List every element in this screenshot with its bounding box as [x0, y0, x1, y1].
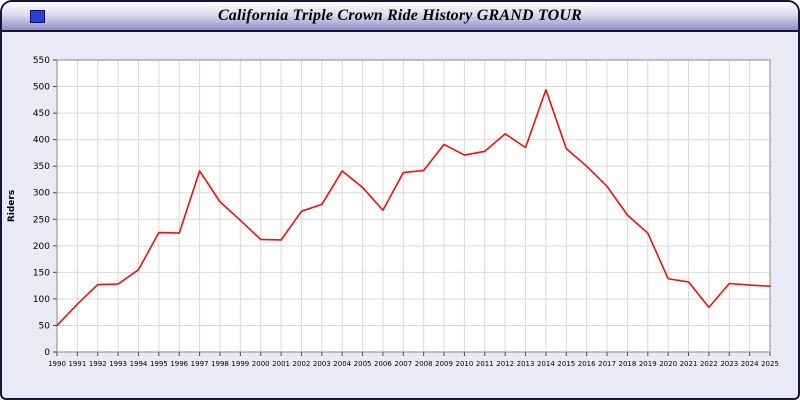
svg-text:2018: 2018 — [618, 360, 636, 368]
chart-title: California Triple Crown Ride History GRA… — [217, 7, 583, 24]
svg-text:2003: 2003 — [313, 360, 331, 368]
svg-text:2025: 2025 — [761, 360, 779, 368]
svg-text:50: 50 — [39, 321, 51, 331]
svg-text:2024: 2024 — [741, 360, 759, 368]
svg-text:0: 0 — [44, 348, 50, 358]
svg-text:1991: 1991 — [68, 360, 86, 368]
svg-text:2011: 2011 — [476, 360, 494, 368]
svg-text:2004: 2004 — [333, 360, 351, 368]
svg-text:2014: 2014 — [537, 360, 555, 368]
title-bar: California Triple Crown Ride History GRA… — [2, 2, 798, 32]
svg-text:350: 350 — [33, 162, 50, 172]
svg-text:2017: 2017 — [598, 360, 616, 368]
y-axis-label: Riders — [7, 190, 17, 222]
chart-area: 0 50 100 150 200 250 300 350 400 450 500 550 1990 199… — [2, 32, 798, 398]
svg-text:1997: 1997 — [191, 360, 209, 368]
svg-text:2022: 2022 — [700, 360, 718, 368]
svg-text:2013: 2013 — [517, 360, 535, 368]
svg-text:1992: 1992 — [89, 360, 107, 368]
svg-text:550: 550 — [33, 56, 50, 66]
svg-text:2001: 2001 — [272, 360, 290, 368]
svg-text:300: 300 — [33, 189, 50, 199]
svg-text:1994: 1994 — [130, 360, 148, 368]
svg-text:2010: 2010 — [456, 360, 474, 368]
svg-text:2008: 2008 — [415, 360, 433, 368]
svg-text:2000: 2000 — [252, 360, 270, 368]
svg-text:1996: 1996 — [170, 360, 188, 368]
svg-text:2005: 2005 — [354, 360, 372, 368]
svg-text:1999: 1999 — [231, 360, 249, 368]
svg-text:2009: 2009 — [435, 360, 453, 368]
svg-text:2006: 2006 — [374, 360, 392, 368]
svg-text:2019: 2019 — [639, 360, 657, 368]
svg-text:500: 500 — [33, 83, 50, 93]
svg-text:150: 150 — [33, 268, 50, 278]
svg-text:2016: 2016 — [578, 360, 596, 368]
svg-text:2023: 2023 — [720, 360, 738, 368]
svg-text:1990: 1990 — [48, 360, 66, 368]
svg-text:2007: 2007 — [394, 360, 412, 368]
svg-text:250: 250 — [33, 215, 50, 225]
svg-text:100: 100 — [33, 295, 50, 305]
svg-text:1998: 1998 — [211, 360, 229, 368]
svg-text:200: 200 — [33, 242, 50, 252]
svg-text:2020: 2020 — [659, 360, 677, 368]
svg-text:2021: 2021 — [680, 360, 698, 368]
svg-text:2015: 2015 — [557, 360, 575, 368]
svg-text:1993: 1993 — [109, 360, 127, 368]
svg-text:2012: 2012 — [496, 360, 514, 368]
svg-text:450: 450 — [33, 109, 50, 119]
svg-text:400: 400 — [33, 136, 50, 146]
svg-text:1995: 1995 — [150, 360, 168, 368]
window-icon — [30, 10, 45, 23]
svg-text:2002: 2002 — [293, 360, 311, 368]
